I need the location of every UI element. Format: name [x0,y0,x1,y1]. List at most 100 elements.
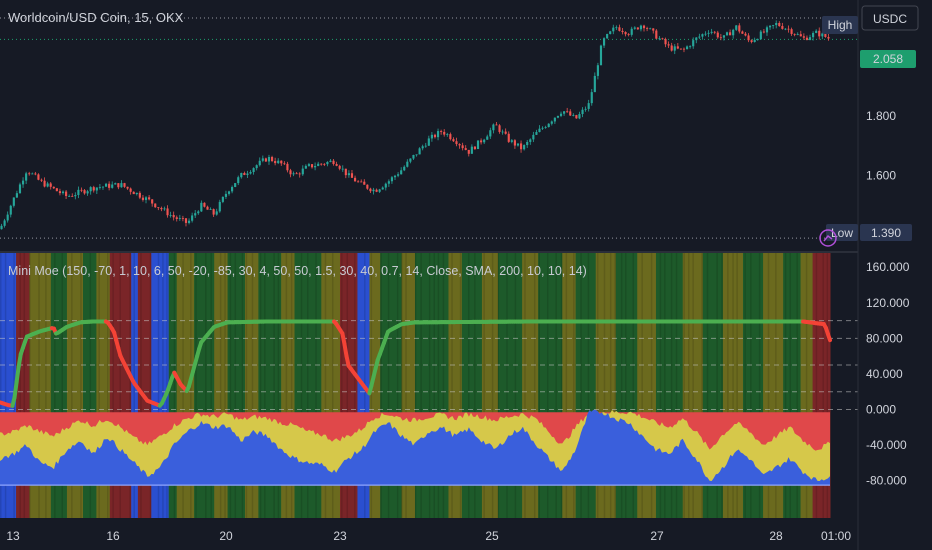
candle-body [692,40,695,47]
candle-body [815,30,818,33]
background-stripe [491,253,494,518]
background-segment [168,253,178,518]
candle-body [108,183,111,188]
candle-body [805,37,809,40]
candle-body [424,145,427,147]
candle-body [704,33,707,35]
candle-body [516,143,520,146]
candle-body [286,163,289,171]
candle-body [274,161,277,164]
candle-body [148,197,151,200]
time-tick-label: 25 [485,529,499,543]
candle-body [498,125,501,132]
candle-body [621,30,624,33]
background-stripe [264,253,266,518]
blue-fill-area [0,409,830,486]
candle-body [360,181,363,183]
candle-body [15,193,18,198]
background-stripe [727,253,729,518]
candle-body [12,197,15,206]
candle-body [440,131,443,132]
candle-body [507,133,510,142]
background-stripe [380,253,382,518]
candle-body [550,121,553,124]
candle-body [341,168,344,170]
candle-body [658,38,661,40]
background-stripe [815,253,818,518]
indicator-tick-label: 160.000 [866,260,910,274]
candle-body [80,189,83,191]
background-stripe [796,253,798,518]
candle-body [34,173,37,175]
candle-body [464,148,467,150]
oscillator-segment [12,380,19,400]
candle-body [117,183,120,188]
candle-body [710,31,713,33]
price-axis-bg [858,0,932,550]
candle-body [261,158,264,161]
background-stripe [324,253,327,518]
candle-body [569,111,572,116]
background-stripe [483,253,485,518]
currency-button[interactable]: USDC [861,5,919,31]
candle-body [695,37,698,41]
candle-body [326,161,329,165]
background-stripe [538,253,541,518]
candle-body [353,177,357,182]
background-stripe [89,253,92,518]
oscillator-segment [825,331,832,343]
last-price-badge: 2.058 [860,50,916,68]
candle-body [624,32,627,35]
candle-body [418,148,421,155]
candle-body [504,131,507,134]
candle-body [538,128,541,133]
candle-body [685,46,689,50]
price-pane[interactable] [0,17,858,239]
candle-body [547,123,550,128]
candle-body [470,146,473,154]
background-stripe [650,253,653,518]
candle-body [433,134,437,138]
background-stripe [98,253,100,518]
background-stripe [732,253,734,518]
candle-body [129,188,132,192]
candle-body [642,25,646,29]
background-stripe [789,253,792,518]
candle-body [166,208,169,216]
oscillator-segment [16,352,23,369]
background-stripe [245,253,248,518]
background-stripe [166,253,168,518]
candle-body [270,156,274,162]
candle-body [335,163,338,166]
candle-body [151,199,154,204]
candle-body [446,134,449,135]
candle-body [289,170,292,175]
candle-body [590,92,593,104]
background-stripe [560,253,563,518]
indicator-tick-label: 0.000 [866,403,896,417]
oscillator-segment [14,364,21,385]
background-stripe [241,253,244,518]
candle-body [778,22,781,27]
candle-body [28,173,31,175]
alert-icon[interactable] [819,229,837,247]
indicator-tick-label: 40.000 [866,367,903,381]
candle-body [83,190,86,194]
candle-body [719,37,722,39]
candle-body [735,25,738,30]
background-stripe [614,253,616,518]
indicator-pane[interactable] [0,253,858,518]
background-stripe [273,253,275,518]
candle-body [526,141,529,146]
background-stripe [290,253,293,518]
candle-body [406,161,409,167]
background-stripe [555,253,557,518]
candle-body [563,111,566,114]
candle-body [744,33,747,36]
candle-body [123,183,126,187]
background-stripe [401,253,403,518]
background-stripe [767,253,770,518]
candle-body [519,143,523,150]
candle-body [221,196,224,202]
